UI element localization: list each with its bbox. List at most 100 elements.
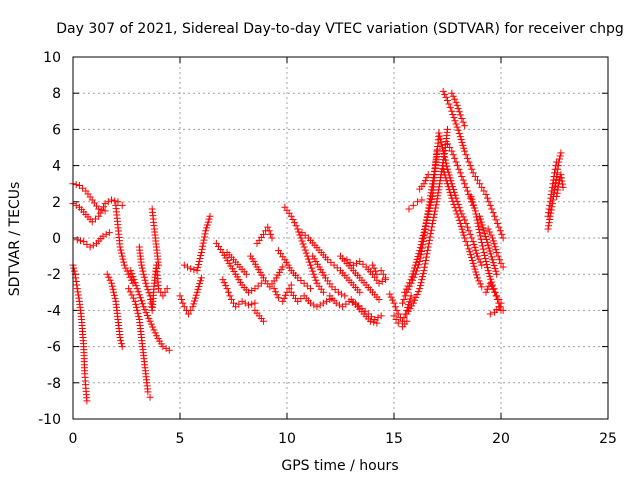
data-point xyxy=(424,171,432,179)
data-point xyxy=(449,151,457,159)
data-point xyxy=(463,154,471,162)
data-point xyxy=(198,245,206,253)
data-point xyxy=(129,273,137,281)
data-point xyxy=(546,215,554,223)
data-point xyxy=(451,154,459,162)
data-point xyxy=(491,212,499,220)
data-point xyxy=(118,343,126,351)
data-point xyxy=(353,259,361,267)
data-point xyxy=(451,117,459,125)
data-point xyxy=(373,319,381,327)
data-point xyxy=(452,207,460,215)
data-point xyxy=(486,201,494,209)
data-point xyxy=(285,285,293,293)
data-point xyxy=(411,261,419,269)
data-point xyxy=(370,264,378,272)
data-point xyxy=(448,194,456,202)
data-point xyxy=(547,194,555,202)
data-point xyxy=(483,238,491,246)
data-point xyxy=(424,213,432,221)
data-point xyxy=(118,201,126,209)
data-point xyxy=(436,135,444,143)
data-point xyxy=(417,241,425,249)
data-point xyxy=(416,247,424,255)
data-point xyxy=(272,288,280,296)
data-point xyxy=(476,280,484,288)
data-point xyxy=(161,288,169,296)
data-point xyxy=(441,90,449,98)
data-point xyxy=(441,171,449,179)
data-point xyxy=(414,252,422,260)
data-point xyxy=(196,255,204,263)
data-point xyxy=(180,303,188,311)
data-point xyxy=(488,256,496,264)
data-point xyxy=(423,174,431,182)
data-point xyxy=(473,216,481,224)
data-point xyxy=(466,248,474,256)
data-point xyxy=(203,224,211,232)
data-point xyxy=(108,279,116,287)
data-point xyxy=(488,253,496,261)
data-point xyxy=(550,172,558,180)
data-point xyxy=(419,273,427,281)
y-tick-label: 6 xyxy=(52,122,61,138)
data-point xyxy=(461,122,469,130)
data-point xyxy=(341,292,349,300)
data-point xyxy=(200,236,208,244)
data-point xyxy=(493,248,501,256)
data-point xyxy=(448,89,456,97)
data-point xyxy=(469,238,477,246)
data-point xyxy=(466,230,474,238)
data-point xyxy=(108,282,116,290)
data-point xyxy=(204,218,212,226)
data-point xyxy=(305,258,313,266)
data-point xyxy=(477,218,485,226)
data-point xyxy=(421,263,429,271)
data-point xyxy=(106,276,114,284)
data-point xyxy=(141,276,149,284)
data-point xyxy=(177,296,185,304)
data-point xyxy=(117,337,125,345)
y-tick-label: 2 xyxy=(52,195,61,211)
data-point xyxy=(412,293,420,301)
data-point xyxy=(483,264,491,272)
data-point xyxy=(425,236,433,244)
data-point xyxy=(472,210,480,218)
data-point xyxy=(427,198,435,206)
data-point xyxy=(96,209,104,217)
data-point xyxy=(557,174,565,182)
data-point xyxy=(199,242,207,250)
data-point xyxy=(449,197,457,205)
data-point xyxy=(446,144,454,151)
data-point xyxy=(195,261,203,269)
data-point xyxy=(226,292,234,300)
data-point xyxy=(132,282,140,290)
data-point xyxy=(197,277,205,285)
data-point xyxy=(452,120,460,128)
data-point xyxy=(481,230,489,238)
data-point xyxy=(130,276,138,284)
data-point xyxy=(484,225,492,233)
data-point xyxy=(454,126,462,134)
data-point xyxy=(558,177,566,185)
data-point xyxy=(545,222,553,230)
data-point xyxy=(549,180,557,188)
data-point xyxy=(307,285,315,293)
data-point xyxy=(556,152,564,160)
data-point xyxy=(481,251,489,259)
data-point xyxy=(421,177,429,185)
data-point xyxy=(448,147,456,155)
data-point xyxy=(468,234,476,242)
data-point xyxy=(548,187,556,195)
data-point xyxy=(483,261,491,269)
data-point xyxy=(475,225,483,233)
data-point xyxy=(489,209,497,217)
data-point xyxy=(401,292,409,300)
data-point xyxy=(417,279,425,287)
data-point xyxy=(491,243,499,251)
data-point xyxy=(455,165,463,173)
data-point xyxy=(264,223,272,231)
data-point xyxy=(146,317,154,325)
data-point xyxy=(135,312,143,320)
